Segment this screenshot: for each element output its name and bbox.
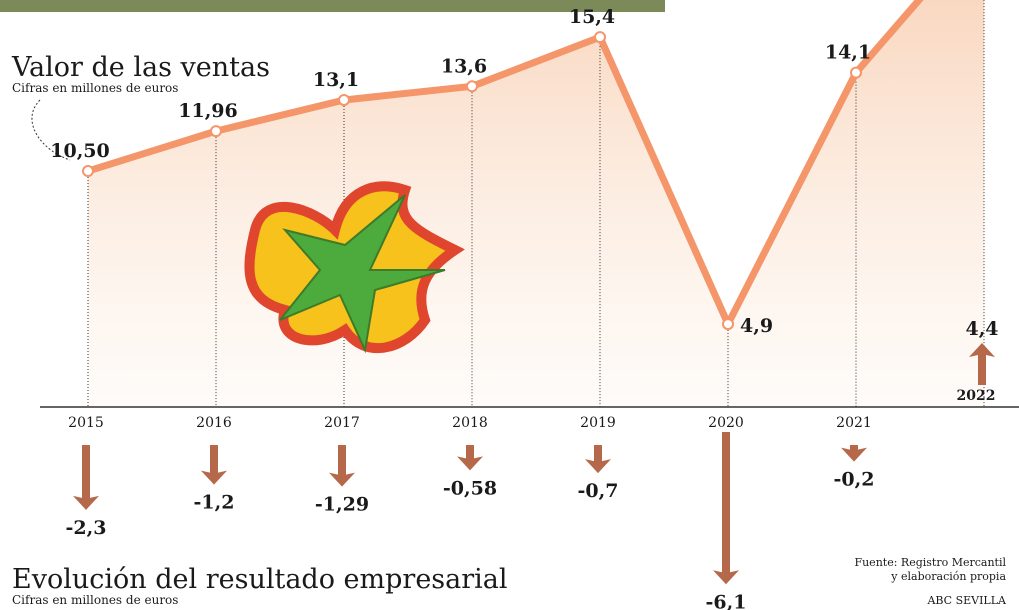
credit: ABC SEVILLA [926,594,1007,607]
value-label: 13,6 [441,55,487,77]
point [594,31,606,44]
sales-title: Valor de las ventas [11,52,270,83]
result-arrow [329,445,355,487]
result-arrow [201,445,227,485]
source: Fuente: Registro Mercantil [854,556,1006,569]
point [210,125,222,138]
year-label: 2019 [580,415,616,431]
result-label: 4,4 [965,318,998,340]
value-label: 14,1 [825,42,871,64]
point [338,93,350,106]
result-label: -6,1 [706,591,747,610]
result-label: -0,58 [443,477,497,499]
year-label: 2015 [68,415,104,431]
result-arrow [713,432,739,585]
results-title: Evolución del resultado empresarial [12,564,508,595]
result-arrow [969,343,995,385]
result-arrow [585,445,611,474]
result-label: -0,7 [578,480,619,502]
sales-subtitle: Cifras en millones de euros [12,81,178,95]
result-arrow [457,445,483,471]
year-label: 2016 [196,415,232,431]
result-label: -0,2 [834,469,875,491]
year-label: 2021 [836,415,872,431]
year-label: 2022 [957,388,996,404]
point [82,165,94,178]
year-label: 2018 [452,415,488,431]
result-arrow [73,445,99,510]
value-label: 13,1 [313,69,359,91]
result-label: -2,3 [66,517,107,539]
point [466,80,478,93]
result-label: -1,2 [194,492,235,514]
value-label: 11,96 [178,100,238,122]
results-subtitle: Cifras en millones de euros [12,593,178,607]
value-label: 10,50 [50,140,110,162]
point [722,318,734,331]
logo [244,181,465,354]
result-arrow [841,445,867,462]
point [850,66,862,79]
pointer [31,99,71,161]
value-label: 15,4 [569,6,615,28]
year-label: 2017 [324,415,360,431]
value-label: 4,9 [740,315,773,337]
sales-line [86,0,924,328]
year-label: 2020 [708,415,744,431]
photo-strip [0,0,665,12]
result-label: -1,29 [315,494,369,516]
source: y elaboración propia [890,570,1006,583]
